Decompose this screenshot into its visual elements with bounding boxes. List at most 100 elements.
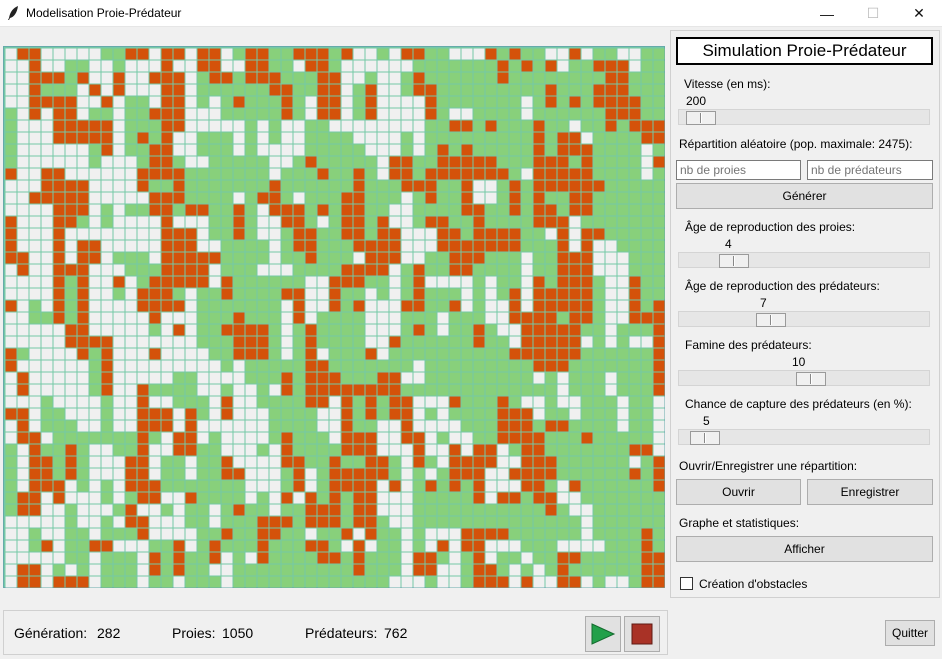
grid-cell-predator[interactable] <box>401 168 413 180</box>
grid-cell-empty[interactable] <box>365 48 377 60</box>
grid-cell-predator[interactable] <box>137 396 149 408</box>
grid-cell-prey[interactable] <box>197 564 209 576</box>
grid-cell-empty[interactable] <box>89 300 101 312</box>
grid-cell-prey[interactable] <box>557 408 569 420</box>
grid-cell-prey[interactable] <box>365 372 377 384</box>
grid-cell-predator[interactable] <box>653 312 665 324</box>
grid-cell-empty[interactable] <box>149 48 161 60</box>
grid-cell-predator[interactable] <box>41 480 53 492</box>
grid-cell-prey[interactable] <box>617 324 629 336</box>
grid-cell-prey[interactable] <box>89 156 101 168</box>
grid-cell-predator[interactable] <box>53 180 65 192</box>
grid-cell-empty[interactable] <box>41 492 53 504</box>
grid-cell-prey[interactable] <box>245 516 257 528</box>
grid-cell-prey[interactable] <box>533 504 545 516</box>
grid-cell-prey[interactable] <box>173 456 185 468</box>
grid-cell-empty[interactable] <box>365 300 377 312</box>
grid-cell-predator[interactable] <box>149 420 161 432</box>
grid-cell-empty[interactable] <box>257 468 269 480</box>
grid-cell-prey[interactable] <box>653 72 665 84</box>
grid-cell-prey[interactable] <box>485 132 497 144</box>
grid-cell-empty[interactable] <box>401 192 413 204</box>
grid-cell-prey[interactable] <box>545 372 557 384</box>
grid-cell-predator[interactable] <box>401 420 413 432</box>
grid-cell-prey[interactable] <box>125 432 137 444</box>
grid-cell-empty[interactable] <box>77 84 89 96</box>
grid-cell-prey[interactable] <box>281 396 293 408</box>
grid-cell-predator[interactable] <box>521 336 533 348</box>
grid-cell-predator[interactable] <box>53 168 65 180</box>
grid-cell-predator[interactable] <box>449 396 461 408</box>
grid-cell-empty[interactable] <box>113 300 125 312</box>
grid-cell-predator[interactable] <box>449 252 461 264</box>
grid-cell-prey[interactable] <box>365 552 377 564</box>
grid-cell-prey[interactable] <box>293 156 305 168</box>
grid-cell-predator[interactable] <box>437 168 449 180</box>
grid-cell-prey[interactable] <box>329 336 341 348</box>
grid-cell-empty[interactable] <box>125 60 137 72</box>
grid-cell-empty[interactable] <box>41 372 53 384</box>
grid-cell-empty[interactable] <box>5 192 17 204</box>
grid-cell-prey[interactable] <box>617 348 629 360</box>
grid-cell-prey[interactable] <box>197 132 209 144</box>
grid-cell-prey[interactable] <box>173 396 185 408</box>
grid-cell-prey[interactable] <box>485 72 497 84</box>
grid-cell-prey[interactable] <box>461 132 473 144</box>
grid-cell-empty[interactable] <box>113 372 125 384</box>
grid-cell-predator[interactable] <box>509 300 521 312</box>
grid-cell-prey[interactable] <box>293 180 305 192</box>
grid-cell-predator[interactable] <box>389 480 401 492</box>
grid-cell-empty[interactable] <box>197 108 209 120</box>
grid-cell-prey[interactable] <box>221 132 233 144</box>
grid-cell-empty[interactable] <box>281 144 293 156</box>
grid-cell-predator[interactable] <box>557 276 569 288</box>
grid-cell-empty[interactable] <box>401 528 413 540</box>
grid-cell-predator[interactable] <box>53 480 65 492</box>
grid-cell-empty[interactable] <box>533 576 545 588</box>
grid-cell-prey[interactable] <box>113 48 125 60</box>
grid-cell-prey[interactable] <box>641 384 653 396</box>
grid-cell-predator[interactable] <box>593 84 605 96</box>
grid-cell-prey[interactable] <box>641 432 653 444</box>
grid-cell-empty[interactable] <box>17 300 29 312</box>
grid-cell-empty[interactable] <box>485 288 497 300</box>
grid-cell-predator[interactable] <box>533 144 545 156</box>
grid-cell-predator[interactable] <box>17 564 29 576</box>
grid-cell-empty[interactable] <box>257 228 269 240</box>
grid-cell-empty[interactable] <box>137 72 149 84</box>
grid-cell-empty[interactable] <box>425 240 437 252</box>
grid-cell-empty[interactable] <box>329 408 341 420</box>
grid-cell-empty[interactable] <box>653 396 665 408</box>
grid-cell-prey[interactable] <box>401 384 413 396</box>
grid-cell-predator[interactable] <box>365 432 377 444</box>
grid-cell-empty[interactable] <box>461 48 473 60</box>
grid-cell-empty[interactable] <box>257 216 269 228</box>
grid-cell-prey[interactable] <box>281 192 293 204</box>
grid-cell-predator[interactable] <box>521 456 533 468</box>
grid-cell-empty[interactable] <box>485 300 497 312</box>
grid-cell-prey[interactable] <box>197 84 209 96</box>
grid-cell-predator[interactable] <box>569 348 581 360</box>
grid-cell-prey[interactable] <box>449 144 461 156</box>
grid-cell-empty[interactable] <box>389 48 401 60</box>
grid-cell-prey[interactable] <box>77 528 89 540</box>
grid-cell-predator[interactable] <box>521 444 533 456</box>
grid-cell-empty[interactable] <box>101 276 113 288</box>
grid-cell-prey[interactable] <box>305 432 317 444</box>
grid-cell-predator[interactable] <box>245 336 257 348</box>
grid-cell-prey[interactable] <box>173 288 185 300</box>
grid-cell-predator[interactable] <box>653 384 665 396</box>
grid-cell-prey[interactable] <box>5 468 17 480</box>
grid-cell-empty[interactable] <box>401 576 413 588</box>
grid-cell-empty[interactable] <box>17 276 29 288</box>
grid-cell-predator[interactable] <box>389 372 401 384</box>
grid-cell-prey[interactable] <box>581 480 593 492</box>
grid-cell-prey[interactable] <box>461 384 473 396</box>
grid-cell-empty[interactable] <box>401 468 413 480</box>
grid-cell-empty[interactable] <box>485 480 497 492</box>
grid-cell-prey[interactable] <box>437 492 449 504</box>
grid-cell-predator[interactable] <box>629 96 641 108</box>
grid-cell-empty[interactable] <box>17 72 29 84</box>
grid-cell-prey[interactable] <box>53 408 65 420</box>
grid-cell-prey[interactable] <box>389 468 401 480</box>
